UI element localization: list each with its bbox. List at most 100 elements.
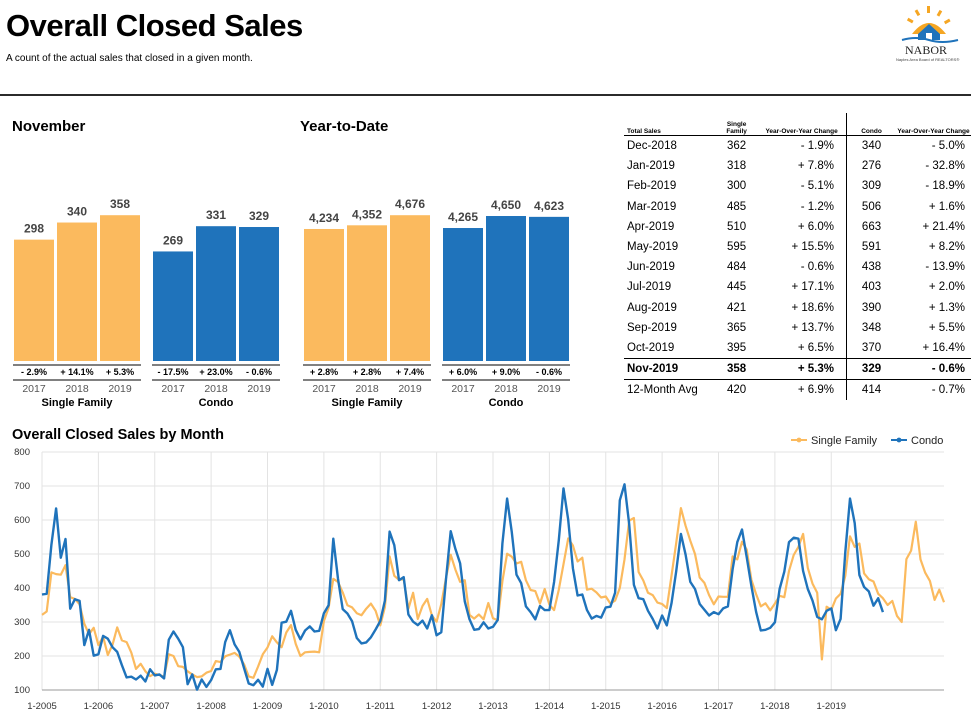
group-label-single-family: Single Family: [42, 397, 114, 409]
table-row: Dec-2018 362 - 1.9% 340 - 5.0%: [624, 135, 971, 157]
bar-value-label: 358: [110, 197, 130, 211]
table-cell: - 18.9%: [925, 180, 965, 193]
x-tick-label: 1-2007: [140, 701, 170, 712]
table-row: Aug-2019 421 + 18.6% 390 + 1.3%: [624, 297, 971, 318]
table-cell: 595: [727, 241, 747, 254]
logo-sun-house-icon: [901, 6, 959, 43]
change-label: + 9.0%: [492, 367, 520, 377]
monthly-stats-table: Total Sales Single Family Year-Over-Year…: [624, 113, 971, 401]
table-row: May-2019 595 + 15.5% 591 + 8.2%: [624, 236, 971, 258]
table-cell: Jun-2019: [627, 261, 675, 274]
table-cell: - 13.9%: [925, 261, 965, 274]
table-cell: 370: [846, 337, 897, 359]
year-label: 2018: [204, 383, 228, 395]
x-tick-label: 1-2019: [816, 701, 846, 712]
legend-label-condo: Condo: [911, 435, 943, 447]
table-cell: 318: [727, 160, 747, 173]
header-single-family: Single Family: [716, 113, 758, 136]
table-cell: 12-Month Avg: [624, 379, 717, 401]
bar-value-label: 4,265: [448, 210, 478, 224]
change-label: - 2.9%: [21, 367, 47, 377]
bar-value-label: 4,623: [534, 199, 564, 213]
year-label: 2017: [22, 383, 46, 395]
table-row: Sep-2019 365 + 13.7% 348 + 5.5%: [624, 317, 971, 338]
bar-value-label: 4,676: [395, 197, 425, 211]
y-tick-label: 100: [14, 685, 30, 696]
table-cell: - 5.1%: [800, 180, 834, 193]
header-divider: [0, 94, 971, 96]
nabor-logo: NABOR Naples Area Board of REALTORS®: [896, 4, 964, 64]
table-cell: 365: [727, 321, 747, 334]
table-cell: Jan-2019: [627, 160, 675, 173]
table-cell: + 17.1%: [791, 281, 834, 294]
bar-condo-2019: [529, 216, 569, 361]
bar-condo-2017: [153, 251, 193, 361]
logo-subtext: Naples Area Board of REALTORS®: [896, 57, 960, 62]
table-row: Jul-2019 445 + 17.1% 403 + 2.0%: [624, 277, 971, 298]
header-condo-yoy: Year-Over-Year Change: [896, 113, 971, 136]
table-cell: 403: [846, 277, 897, 298]
y-tick-label: 400: [14, 583, 30, 594]
bar-single-family-2019: [100, 215, 140, 361]
table-footer-row: 12-Month Avg 420 + 6.9% 414- 0.7%: [624, 379, 971, 401]
year-label: 2019: [398, 383, 422, 395]
series-line-condo: [41, 483, 885, 691]
table-cell: - 0.7%: [896, 379, 971, 401]
table-cell: 484: [727, 261, 747, 274]
table-cell: - 1.9%: [800, 140, 834, 153]
table-cell: 309: [846, 176, 897, 197]
table-cell: 510: [727, 220, 747, 233]
change-label: - 17.5%: [157, 367, 188, 377]
table-cell: 276: [846, 156, 897, 177]
x-tick-label: 1-2006: [84, 701, 114, 712]
bar-condo-2019: [239, 227, 279, 361]
table-row: Apr-2019 510 + 6.0% 663 + 21.4%: [624, 216, 971, 237]
change-label: - 0.6%: [536, 367, 562, 377]
change-label: + 7.4%: [396, 367, 424, 377]
x-tick-label: 1-2012: [422, 701, 452, 712]
table-cell: 438: [846, 257, 897, 278]
y-tick-label: 700: [14, 481, 30, 492]
line-chart-title: Overall Closed Sales by Month: [12, 427, 224, 443]
year-label: 2019: [108, 383, 132, 395]
table-cell: 485: [727, 200, 747, 213]
table-row: Mar-2019 485 - 1.2% 506 + 1.6%: [624, 196, 971, 217]
bar-single-family-2019: [390, 215, 430, 361]
page-title: Overall Closed Sales: [6, 8, 303, 43]
header-condo: Condo: [846, 113, 897, 136]
table-cell: Nov-2019: [624, 358, 717, 380]
table-cell: + 13.7%: [791, 321, 834, 334]
group-label-condo: Condo: [199, 397, 234, 409]
year-label: 2019: [247, 383, 271, 395]
table-cell: 329: [846, 358, 897, 380]
year-label: 2018: [65, 383, 89, 395]
table-cell: + 5.5%: [928, 321, 965, 334]
table-cell: 421: [727, 301, 747, 314]
bar-value-label: 331: [206, 208, 226, 222]
legend-swatch-marker: [896, 437, 902, 443]
table-cell: Aug-2019: [627, 301, 677, 314]
table-cell: + 1.6%: [928, 200, 965, 213]
table-cell: 362: [727, 140, 747, 153]
table-cell: 663: [846, 216, 897, 237]
x-tick-label: 1-2011: [366, 701, 395, 712]
bar-single-family-2017: [304, 228, 344, 361]
table-row: Feb-2019 300 - 5.1% 309 - 18.9%: [624, 176, 971, 197]
ytd-chart-title: Year-to-Date: [300, 118, 389, 135]
table-row: Nov-2019 358 + 5.3% 329- 0.6%: [624, 358, 971, 380]
logo-text: NABOR: [905, 43, 948, 57]
table-cell: + 7.8%: [797, 160, 834, 173]
table-cell: + 21.4%: [922, 220, 965, 233]
bar-condo-2018: [196, 226, 236, 361]
table-cell: + 6.9%: [757, 379, 847, 401]
table-cell: 340: [846, 135, 897, 157]
table-cell: + 6.5%: [797, 341, 834, 354]
y-tick-label: 600: [14, 515, 30, 526]
change-label: + 14.1%: [60, 367, 93, 377]
page-subtitle: A count of the actual sales that closed …: [6, 53, 253, 64]
change-label: + 23.0%: [199, 367, 232, 377]
x-tick-label: 1-2017: [704, 701, 734, 712]
bar-value-label: 4,352: [352, 207, 382, 221]
table-cell: May-2019: [627, 241, 679, 254]
year-label: 2017: [161, 383, 185, 395]
